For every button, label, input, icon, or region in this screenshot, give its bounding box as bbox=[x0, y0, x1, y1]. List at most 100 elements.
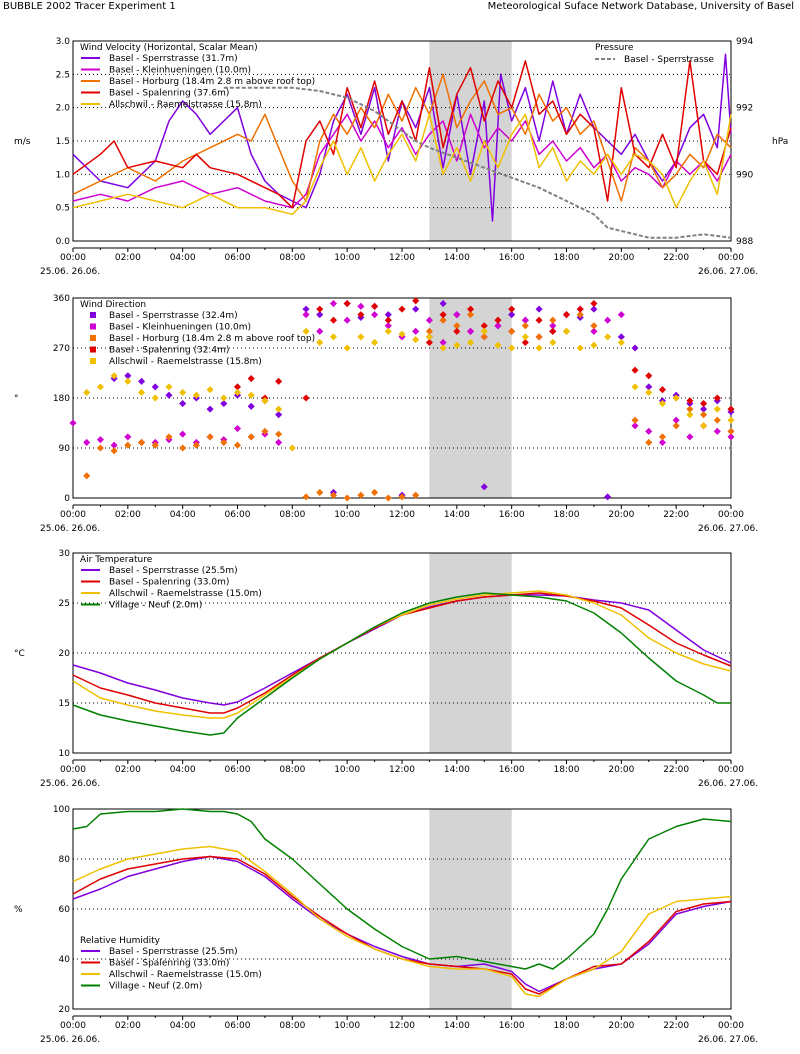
data-point bbox=[425, 327, 433, 335]
x-tick-label: 16:00 bbox=[499, 765, 525, 775]
series-line bbox=[72, 590, 732, 719]
x-tick-label: 20:00 bbox=[608, 1021, 634, 1031]
y-tick-label: 1.5 bbox=[56, 137, 70, 147]
data-point bbox=[247, 433, 255, 441]
data-point bbox=[727, 405, 735, 413]
data-point bbox=[645, 372, 653, 380]
data-point bbox=[453, 341, 461, 349]
y-tick-label: 3.0 bbox=[56, 37, 71, 47]
data-point bbox=[165, 391, 173, 399]
data-point bbox=[343, 300, 351, 308]
data-point bbox=[549, 338, 557, 346]
legend-label: Basel - Spalenring (33.0m) bbox=[109, 959, 229, 969]
data-point bbox=[316, 488, 324, 496]
data-point bbox=[727, 416, 735, 424]
x-tick-label: 02:00 bbox=[115, 1021, 141, 1031]
data-point bbox=[371, 302, 379, 310]
legend-label: Basel - Spalenring (32.4m) bbox=[109, 346, 229, 356]
x-end-dates: 26.06. 27.06. bbox=[698, 524, 758, 534]
legend-label: Basel - Kleinhueningen (10.0m) bbox=[109, 323, 251, 333]
data-point bbox=[357, 333, 365, 341]
data-point bbox=[453, 322, 461, 330]
legend-label: Basel - Kleinhueningen (10.0m) bbox=[109, 66, 251, 76]
data-point bbox=[398, 305, 406, 313]
data-point bbox=[576, 305, 584, 313]
data-point bbox=[371, 488, 379, 496]
x-tick-label: 18:00 bbox=[554, 765, 580, 775]
x-tick-label: 08:00 bbox=[279, 253, 305, 263]
data-point bbox=[631, 416, 639, 424]
data-point bbox=[206, 405, 214, 413]
data-point bbox=[713, 416, 721, 424]
x-tick-label: 20:00 bbox=[608, 253, 634, 263]
data-point bbox=[604, 493, 612, 501]
data-point bbox=[604, 316, 612, 324]
x-tick-label: 18:00 bbox=[554, 253, 580, 263]
data-point bbox=[631, 422, 639, 430]
y-tick-label: 25 bbox=[59, 599, 70, 609]
x-tick-label: 14:00 bbox=[444, 253, 470, 263]
x-tick-label: 10:00 bbox=[334, 765, 360, 775]
x-tick-label: 22:00 bbox=[663, 1021, 689, 1031]
data-point bbox=[535, 316, 543, 324]
data-point bbox=[83, 388, 91, 396]
data-point bbox=[138, 377, 146, 385]
data-point bbox=[700, 405, 708, 413]
x-tick-label: 12:00 bbox=[389, 1021, 415, 1031]
y-tick-label: 100 bbox=[53, 805, 70, 815]
data-point bbox=[371, 338, 379, 346]
y2-tick-label: 990 bbox=[736, 170, 753, 180]
data-point bbox=[521, 316, 529, 324]
data-point bbox=[590, 341, 598, 349]
data-point bbox=[302, 394, 310, 402]
legend-label: Basel - Spalenring (37.6m) bbox=[109, 89, 229, 99]
y2-tick-label: 992 bbox=[736, 104, 753, 114]
data-point bbox=[439, 300, 447, 308]
data-point bbox=[233, 383, 242, 391]
data-point bbox=[83, 472, 91, 480]
x-tick-label: 16:00 bbox=[499, 510, 525, 520]
x-tick-label: 08:00 bbox=[279, 510, 305, 520]
data-point bbox=[686, 411, 694, 419]
x-tick-label: 22:00 bbox=[663, 510, 689, 520]
x-tick-label: 02:00 bbox=[115, 510, 141, 520]
x-tick-label: 08:00 bbox=[279, 1021, 305, 1031]
y-tick-label: 2.0 bbox=[56, 104, 71, 114]
data-point bbox=[631, 366, 639, 374]
data-point bbox=[672, 416, 680, 424]
data-point bbox=[494, 316, 502, 324]
data-point bbox=[261, 397, 269, 405]
data-point bbox=[535, 344, 543, 352]
x-tick-label: 14:00 bbox=[444, 510, 470, 520]
data-point bbox=[562, 311, 571, 319]
data-point bbox=[453, 327, 461, 335]
y-tick-label: 80 bbox=[59, 855, 71, 865]
y-tick-label: 2.5 bbox=[56, 70, 70, 80]
x-start-dates: 25.06. 26.06. bbox=[40, 1035, 100, 1045]
data-point bbox=[371, 311, 379, 319]
data-point bbox=[658, 433, 666, 441]
x-tick-label: 00:00 bbox=[60, 253, 86, 263]
data-point bbox=[439, 344, 447, 352]
data-point bbox=[494, 341, 502, 349]
data-point bbox=[124, 377, 132, 385]
data-point bbox=[357, 311, 365, 319]
data-point bbox=[508, 344, 516, 352]
data-point bbox=[96, 436, 104, 444]
data-point bbox=[645, 427, 653, 435]
plot-frame bbox=[72, 552, 732, 754]
data-point bbox=[316, 338, 324, 346]
data-point bbox=[110, 447, 118, 455]
x-tick-label: 14:00 bbox=[444, 765, 470, 775]
series-line bbox=[223, 86, 732, 239]
data-point bbox=[357, 491, 365, 499]
data-point bbox=[576, 344, 584, 352]
legend-swatch bbox=[90, 323, 96, 330]
data-point bbox=[233, 425, 242, 433]
y-tick-label: 0.0 bbox=[56, 237, 71, 247]
legend-label: Basel - Horburg (18.4m 2.8 m above roof … bbox=[109, 334, 315, 344]
legend-label: Basel - Sperrstrasse (32.4m) bbox=[109, 311, 238, 321]
x-tick-label: 02:00 bbox=[115, 765, 141, 775]
data-point bbox=[233, 441, 242, 449]
data-point bbox=[275, 377, 283, 385]
